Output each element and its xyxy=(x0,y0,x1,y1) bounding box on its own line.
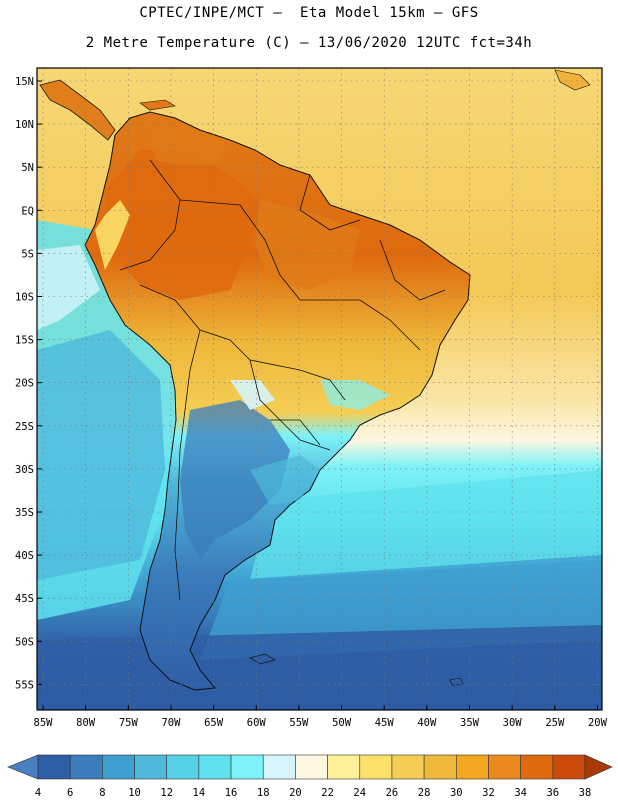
longitude-label: 30W xyxy=(503,717,523,729)
colorbar-label: 34 xyxy=(514,787,527,799)
colorbar: 4 6 8 10 12 14 16 18 20 22 24 26 28 30 32 34 36 38 xyxy=(7,754,613,799)
latitude-axis: 15N 10N 5N EQ 5S 10S 15S 20S 25S 30S 35S 40S 45S 50S 5… xyxy=(15,76,42,691)
longitude-label: 50W xyxy=(332,717,352,729)
longitude-label: 85W xyxy=(34,717,54,729)
longitude-label: 60W xyxy=(247,717,267,729)
longitude-label: 55W xyxy=(289,717,309,729)
southeast-brazil-cool xyxy=(320,380,390,410)
colorbar-label: 14 xyxy=(193,787,206,799)
colorbar-swatch xyxy=(102,754,135,780)
colorbar-swatch xyxy=(295,754,328,780)
andes-strip-north xyxy=(95,200,130,270)
colorbar-swatch xyxy=(359,754,393,780)
colorbar-swatch xyxy=(520,754,554,780)
latitude-label: 20S xyxy=(15,378,34,390)
colorbar-swatch xyxy=(327,754,361,780)
longitude-label: 70W xyxy=(161,717,181,729)
colorbar-swatch xyxy=(552,754,586,780)
latitude-label: 10S xyxy=(15,292,34,304)
pacific-cold-band xyxy=(37,330,165,580)
longitude-label: 35W xyxy=(460,717,480,729)
latitude-label: 50S xyxy=(15,636,34,648)
atlantic-cool-band xyxy=(250,470,602,580)
latitude-label: 5S xyxy=(21,248,34,260)
colorbar-swatch xyxy=(166,754,200,780)
longitude-label: 40W xyxy=(417,717,437,729)
longitude-label: 80W xyxy=(76,717,96,729)
longitude-label: 65W xyxy=(204,717,224,729)
latitude-label: EQ xyxy=(21,205,34,217)
colorbar-label: 16 xyxy=(225,787,238,799)
central-brazil-warm xyxy=(255,200,360,290)
latitude-label: 5N xyxy=(21,162,34,174)
latitude-label: 40S xyxy=(15,550,34,562)
colorbar-swatch xyxy=(423,754,457,780)
uruguay-cool xyxy=(250,455,320,505)
longitude-label: 45W xyxy=(375,717,395,729)
country-borders xyxy=(119,159,446,601)
colorbar-swatch xyxy=(455,754,489,780)
latitude-label: 15N xyxy=(15,76,34,88)
longitude-label: 75W xyxy=(119,717,139,729)
chaco-mild xyxy=(230,380,275,410)
pacific-near-coast xyxy=(37,245,100,330)
graticule xyxy=(37,68,602,710)
longitude-label: 20W xyxy=(588,717,608,729)
colorbar-label: 32 xyxy=(482,787,495,799)
colorbar-swatch xyxy=(37,754,71,780)
lesser-antilles xyxy=(554,69,591,91)
colorbar-low-arrow xyxy=(7,754,39,780)
map-frame xyxy=(36,67,603,711)
latitude-label: 55S xyxy=(15,679,34,691)
caribbean-island xyxy=(139,99,176,111)
colorbar-label: 26 xyxy=(386,787,399,799)
latitude-label: 30S xyxy=(15,464,34,476)
latitude-label: 45S xyxy=(15,593,34,605)
colorbar-label: 12 xyxy=(160,787,173,799)
colorbar-label: 20 xyxy=(289,787,302,799)
colorbar-label: 4 xyxy=(35,787,41,799)
colorbar-label: 30 xyxy=(450,787,463,799)
longitude-axis: 85W 80W 75W 70W 65W 60W 55W 50W 45W 40W 35W 30W 25W 2… xyxy=(34,705,608,729)
colorbar-swatch xyxy=(230,754,264,780)
colorbar-swatch xyxy=(488,754,521,780)
south-georgia xyxy=(449,677,464,686)
colorbar-label: 38 xyxy=(579,787,592,799)
map-plot-area xyxy=(37,68,602,710)
latitude-label: 15S xyxy=(15,335,34,347)
colorbar-swatch xyxy=(69,754,103,780)
map-subtitle: 2 Metre Temperature (C) – 13/06/2020 12U… xyxy=(85,35,533,51)
latitude-label: 10N xyxy=(15,119,34,131)
colorbar-label: 22 xyxy=(321,787,334,799)
colorbar-high-arrow xyxy=(584,754,613,780)
southern-ocean-band xyxy=(37,625,602,710)
colorbar-swatch xyxy=(198,754,232,780)
venezuela-warm xyxy=(150,125,225,165)
colorbar-label: 6 xyxy=(67,787,73,799)
argentina-cold-zone xyxy=(180,400,290,560)
latitude-label: 25S xyxy=(15,421,34,433)
colorbar-swatch xyxy=(134,754,168,780)
colorbar-label: 36 xyxy=(546,787,559,799)
map-title: CPTEC/INPE/MCT – Eta Model 15km – GFS xyxy=(139,5,479,21)
colorbar-label: 28 xyxy=(418,787,431,799)
colorbar-swatch xyxy=(262,754,296,780)
colorbar-label: 10 xyxy=(128,787,141,799)
central-america-land xyxy=(39,79,116,141)
colorbar-label: 24 xyxy=(353,787,366,799)
colorbar-label: 8 xyxy=(99,787,105,799)
colorbar-swatch xyxy=(391,754,425,780)
colorbar-label: 18 xyxy=(257,787,270,799)
latitude-label: 35S xyxy=(15,507,34,519)
longitude-label: 25W xyxy=(545,717,565,729)
